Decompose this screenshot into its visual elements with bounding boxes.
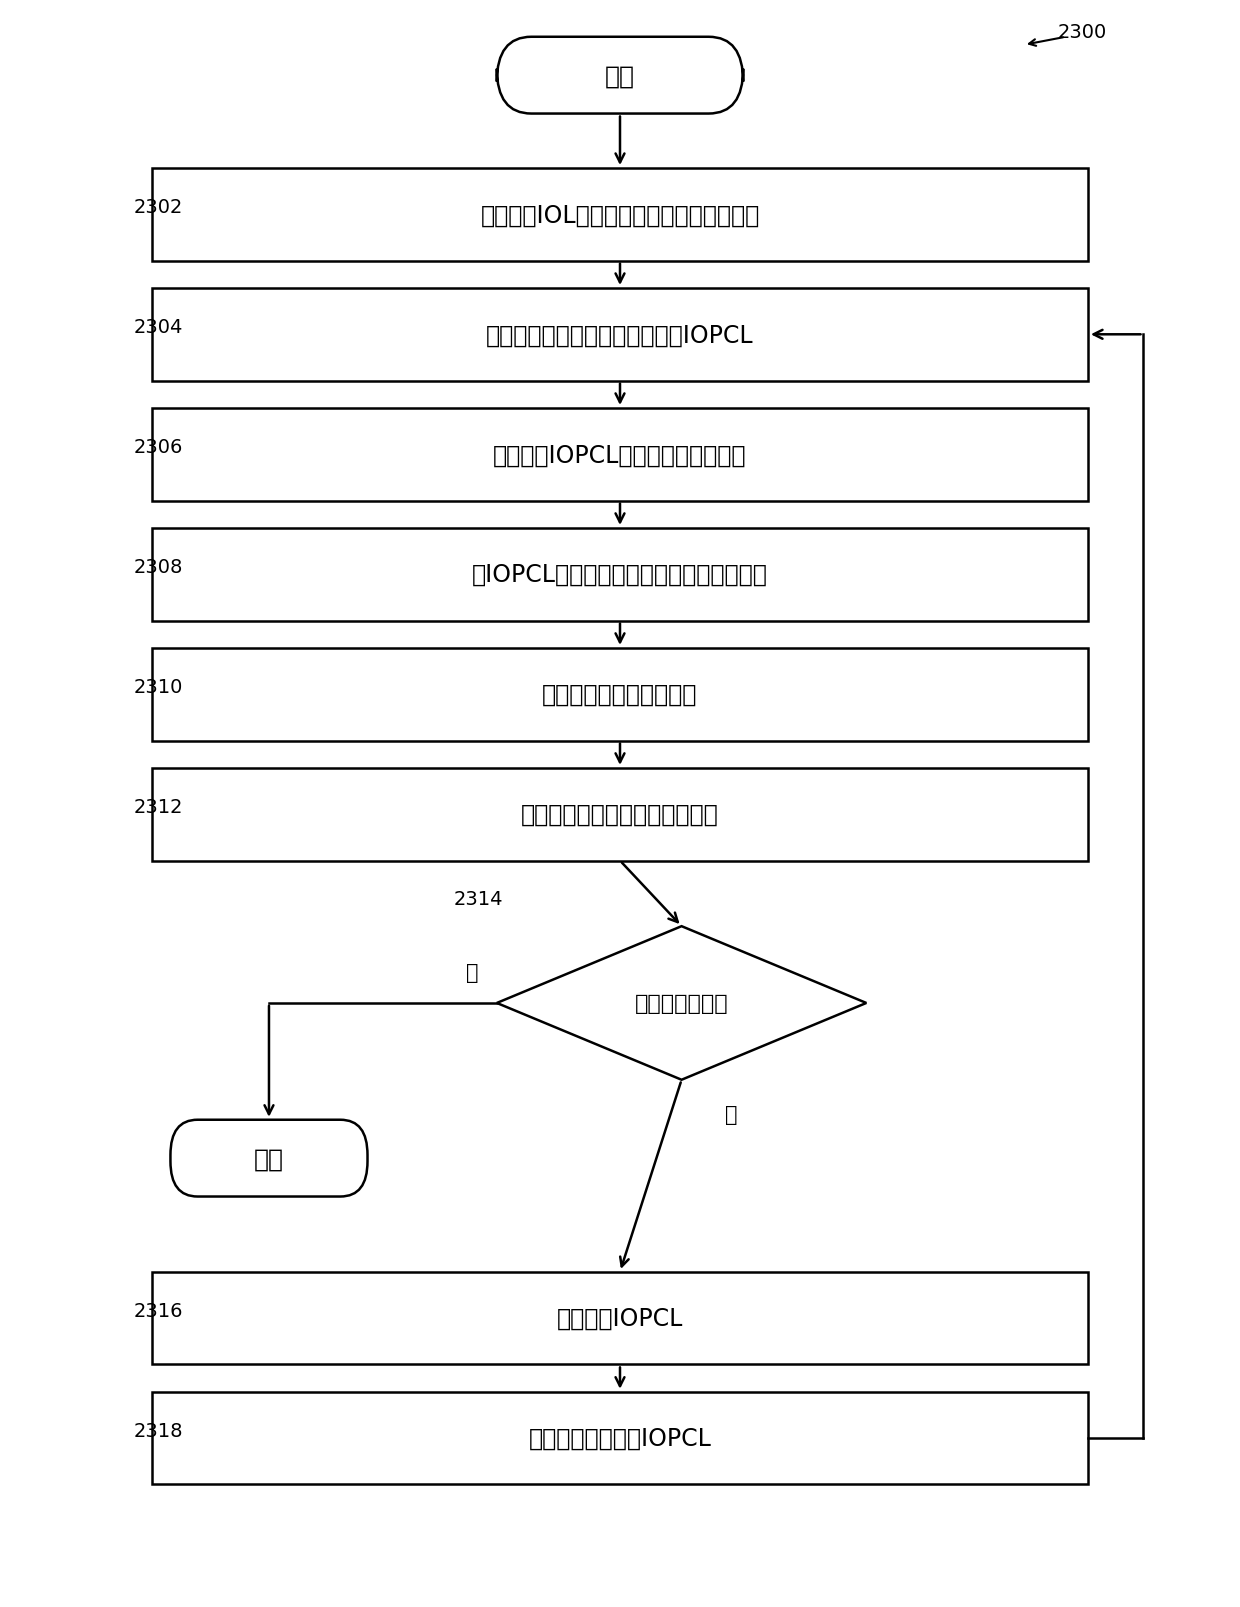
Text: 测试患者的眼睛中的视力: 测试患者的眼睛中的视力	[542, 683, 698, 707]
Text: 2314: 2314	[454, 890, 503, 910]
Text: 是: 是	[724, 1104, 737, 1123]
FancyBboxPatch shape	[153, 768, 1087, 861]
Text: 选择为残余屈光不正提供矫正的IOPCL: 选择为残余屈光不正提供矫正的IOPCL	[486, 323, 754, 347]
FancyBboxPatch shape	[153, 529, 1087, 622]
Text: 从患者的眼睛去除IOPCL: 从患者的眼睛去除IOPCL	[528, 1425, 712, 1450]
FancyBboxPatch shape	[170, 1120, 367, 1197]
Text: 2318: 2318	[134, 1421, 184, 1440]
Text: 2308: 2308	[134, 558, 182, 577]
Text: 2304: 2304	[134, 318, 182, 336]
Text: 2312: 2312	[134, 797, 184, 816]
Text: 识别具有IOL的患者的眼睛的残余屈光不正: 识别具有IOL的患者的眼睛的残余屈光不正	[480, 202, 760, 227]
FancyBboxPatch shape	[153, 649, 1087, 741]
FancyBboxPatch shape	[153, 408, 1087, 501]
Text: 2316: 2316	[134, 1300, 184, 1319]
FancyBboxPatch shape	[153, 1392, 1087, 1485]
FancyBboxPatch shape	[497, 37, 743, 114]
FancyBboxPatch shape	[153, 1271, 1087, 1364]
Text: 2300: 2300	[1058, 24, 1106, 42]
Text: 确定所测试的视力是否令人满意: 确定所测试的视力是否令人满意	[521, 804, 719, 826]
Text: 是否需要更换？: 是否需要更换？	[635, 993, 728, 1014]
Text: 将选定的IOPCL插入到患者的眼睛中: 将选定的IOPCL插入到患者的眼睛中	[494, 444, 746, 468]
Text: 2310: 2310	[134, 677, 182, 696]
Text: 开始: 开始	[605, 64, 635, 88]
Text: 结束: 结束	[254, 1146, 284, 1170]
FancyBboxPatch shape	[153, 169, 1087, 262]
Text: 2302: 2302	[134, 198, 182, 217]
Polygon shape	[497, 927, 867, 1080]
Text: 选择另一IOPCL: 选择另一IOPCL	[557, 1306, 683, 1331]
Text: 将IOPCL的触觉件插入到囊壁的前小叶下方: 将IOPCL的触觉件插入到囊壁的前小叶下方	[472, 562, 768, 587]
Text: 否: 否	[466, 963, 479, 982]
Text: 2306: 2306	[134, 437, 182, 456]
FancyBboxPatch shape	[153, 289, 1087, 381]
